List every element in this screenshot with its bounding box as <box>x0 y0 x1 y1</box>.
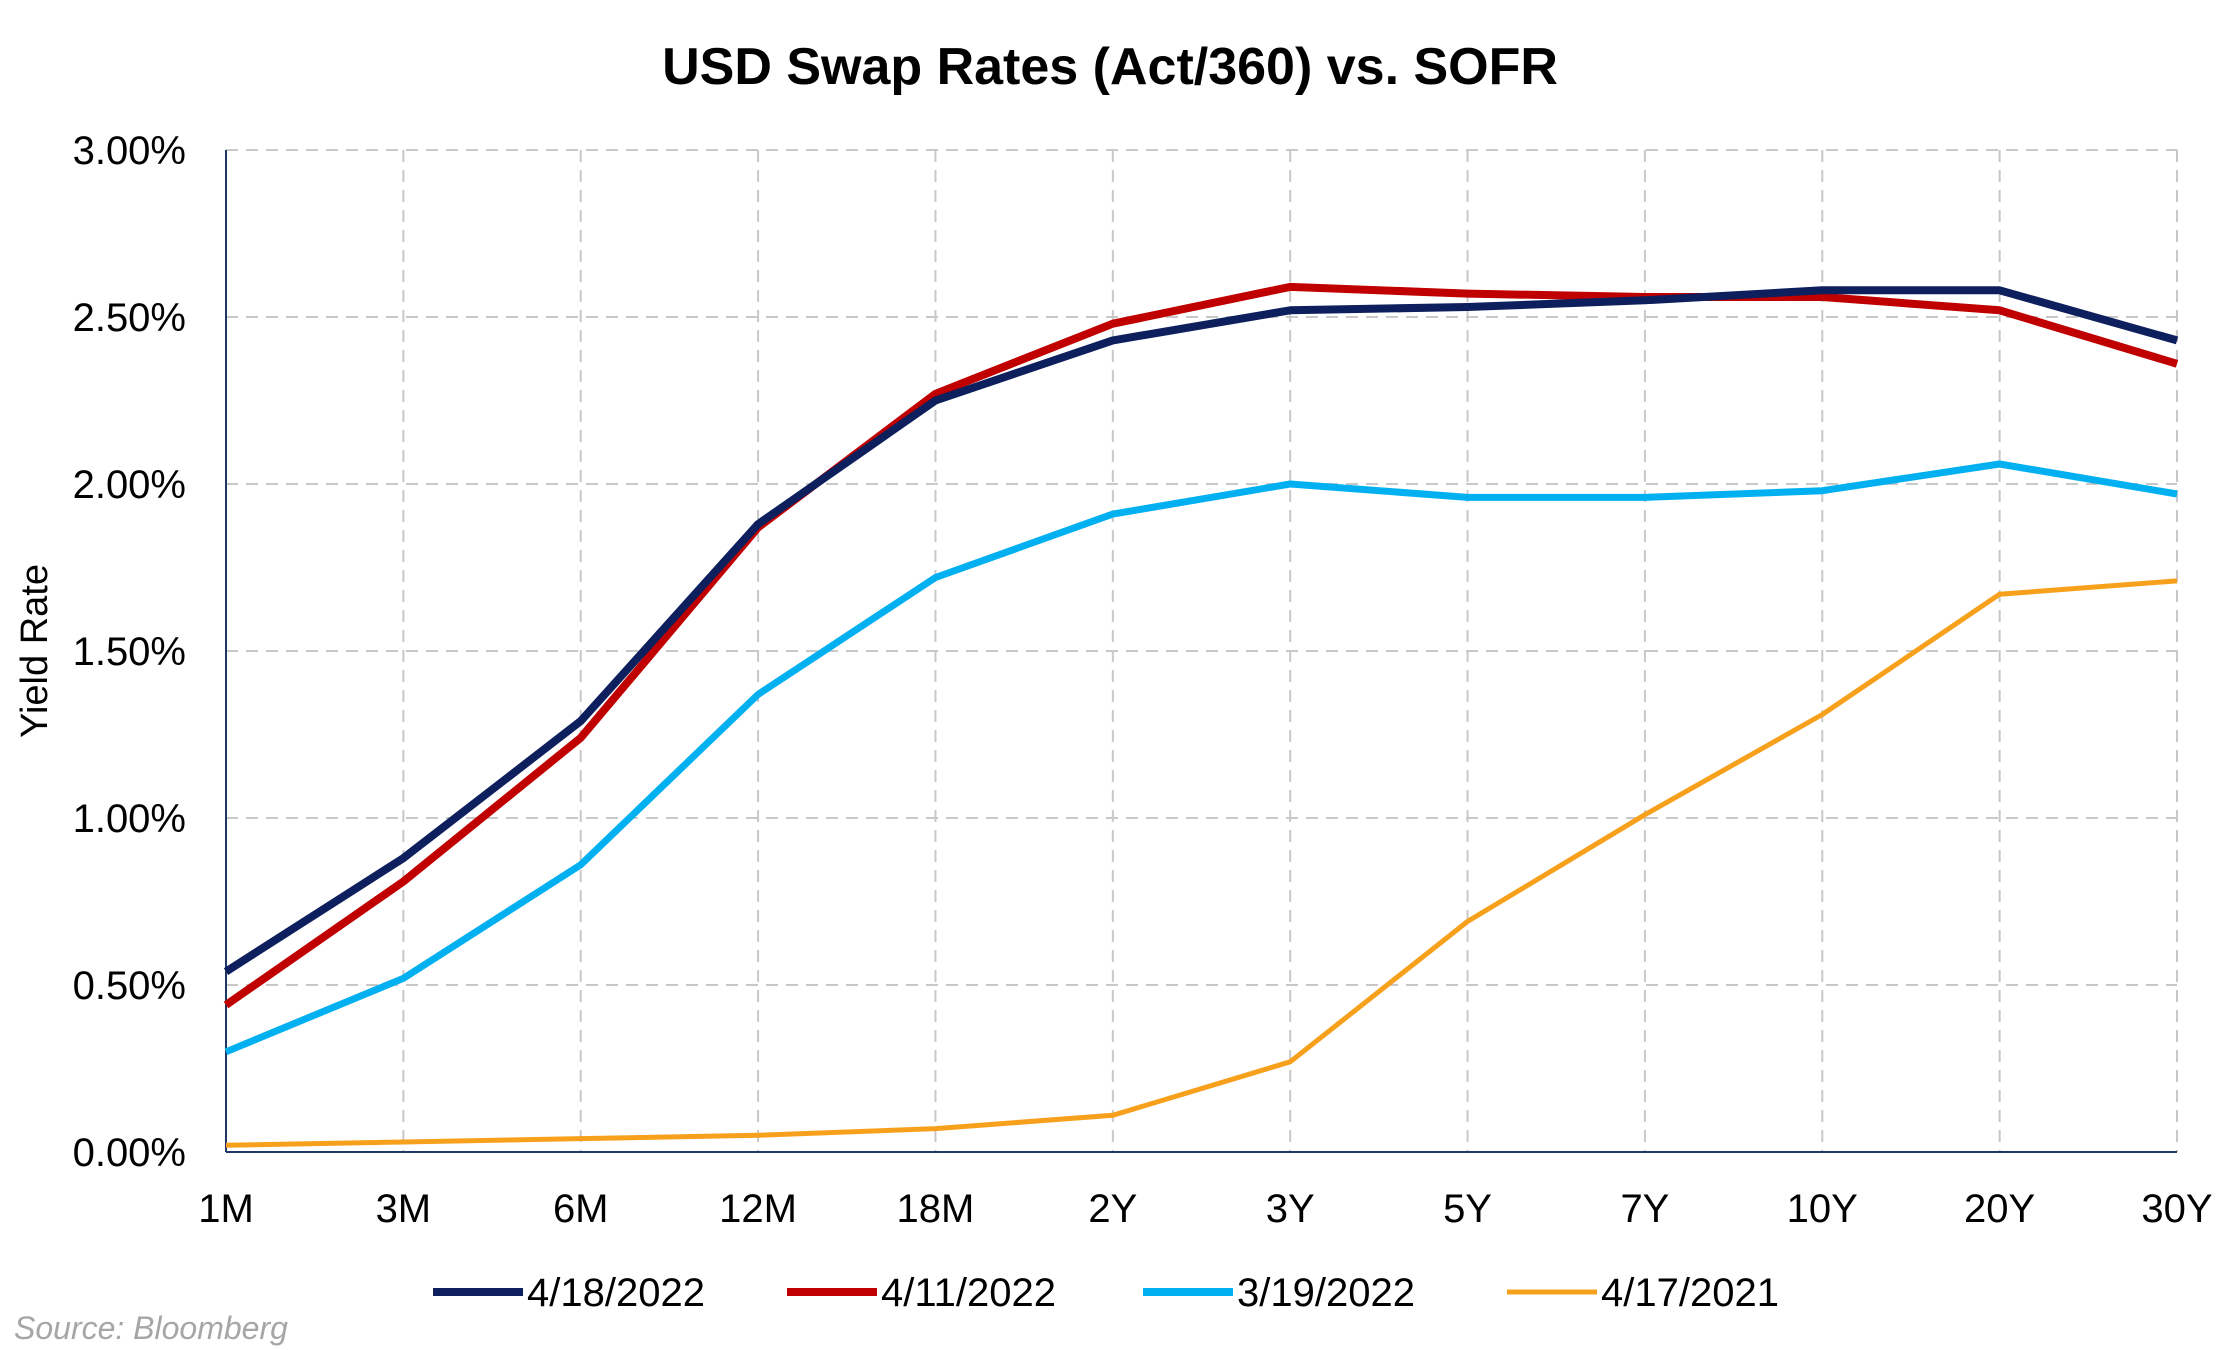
y-tick-label: 2.50% <box>73 296 186 340</box>
x-tick-label: 2Y <box>1088 1187 1137 1231</box>
chart-title: USD Swap Rates (Act/360) vs. SOFR <box>662 38 1558 96</box>
grid <box>226 149 2178 1152</box>
x-tick-label: 6M <box>553 1187 609 1231</box>
legend-label-3: 3/19/2022 <box>1237 1271 1415 1315</box>
x-tick-label: 18M <box>897 1187 975 1231</box>
legend-label-2: 4/11/2022 <box>881 1271 1056 1315</box>
legend-label-4: 4/17/2021 <box>1601 1271 1779 1315</box>
x-tick-label: 7Y <box>1620 1187 1669 1231</box>
y-tick-label: 3.00% <box>73 129 186 173</box>
series-line-2 <box>223 282 2179 1009</box>
source-note: Source: Bloomberg <box>14 1310 288 1346</box>
series-line-3 <box>224 460 2178 1056</box>
y-tick-label: 2.00% <box>73 463 186 507</box>
series-line-1 <box>223 286 2179 975</box>
x-tick-label: 5Y <box>1443 1187 1492 1231</box>
x-tick-label: 3M <box>376 1187 432 1231</box>
series-line-4 <box>225 578 2178 1148</box>
y-tick-label: 0.00% <box>73 1131 186 1175</box>
x-tick-label: 20Y <box>1964 1187 2035 1231</box>
series-lines <box>223 282 2179 1148</box>
y-tick-label: 0.50% <box>73 964 186 1008</box>
x-tick-labels: 1M 3M 6M 12M 18M 2Y 3Y 5Y 7Y 10Y 20Y 30Y <box>198 1187 2212 1231</box>
x-tick-label: 30Y <box>2141 1187 2212 1231</box>
y-axis-title: Yield Rate <box>14 564 56 738</box>
y-tick-labels: 0.00% 0.50% 1.00% 1.50% 2.00% 2.50% 3.00% <box>73 129 186 1175</box>
axes <box>225 150 2177 1153</box>
y-tick-label: 1.50% <box>73 630 186 674</box>
x-tick-label: 3Y <box>1266 1187 1315 1231</box>
x-tick-label: 1M <box>198 1187 254 1231</box>
x-tick-label: 12M <box>719 1187 797 1231</box>
y-tick-label: 1.00% <box>73 797 186 841</box>
legend-label-1: 4/18/2022 <box>527 1271 705 1315</box>
legend: 4/18/2022 4/11/2022 3/19/2022 4/17/2021 <box>433 1271 1779 1315</box>
x-tick-label: 10Y <box>1787 1187 1858 1231</box>
